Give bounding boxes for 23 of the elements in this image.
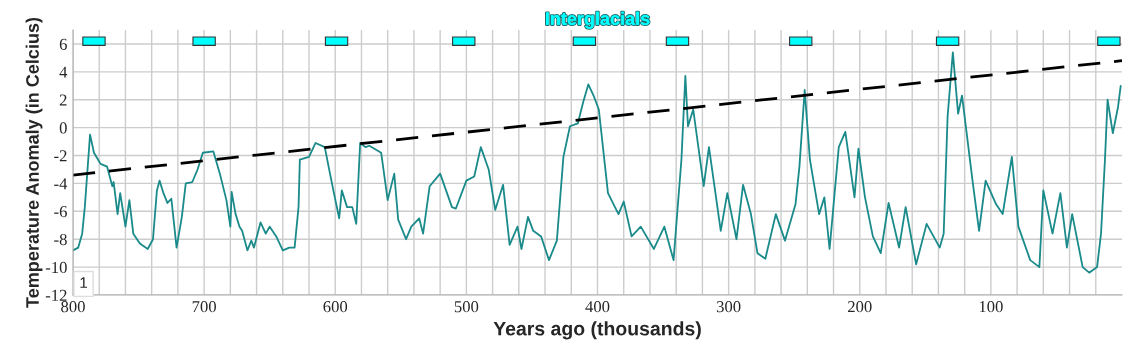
y-tick-label: -4: [54, 178, 68, 190]
y-tick-label: 0: [59, 122, 67, 134]
x-tick-label: 200: [847, 301, 872, 313]
x-tick-label: 100: [979, 301, 1003, 313]
x-axis-title: Years ago (thousands): [493, 321, 701, 340]
y-axis-title: Temperature Anomaly (in Celcius): [25, 17, 43, 308]
x-tick-label: 300: [716, 301, 741, 313]
y-tick-label: 2: [59, 94, 67, 106]
x-tick-label: 600: [323, 301, 348, 313]
y-tick-label: -10: [45, 261, 67, 274]
annotation: 1: [80, 277, 88, 288]
series-label: Interglacials: [546, 11, 650, 29]
line-series: [73, 51, 1122, 274]
x-tick-label: 800: [61, 301, 85, 313]
y-tick-label: 4: [59, 66, 68, 78]
y-tick-label: -6: [54, 206, 67, 218]
y-tick-label: 6: [59, 38, 67, 50]
x-tick-label: 700: [192, 301, 216, 313]
y-tick-label: -8: [54, 233, 67, 246]
y-tick-label: -12: [45, 289, 67, 301]
x-tick-label: 500: [454, 301, 479, 313]
y-tick-label: -2: [54, 150, 67, 162]
x-tick-label: 400: [585, 301, 610, 313]
